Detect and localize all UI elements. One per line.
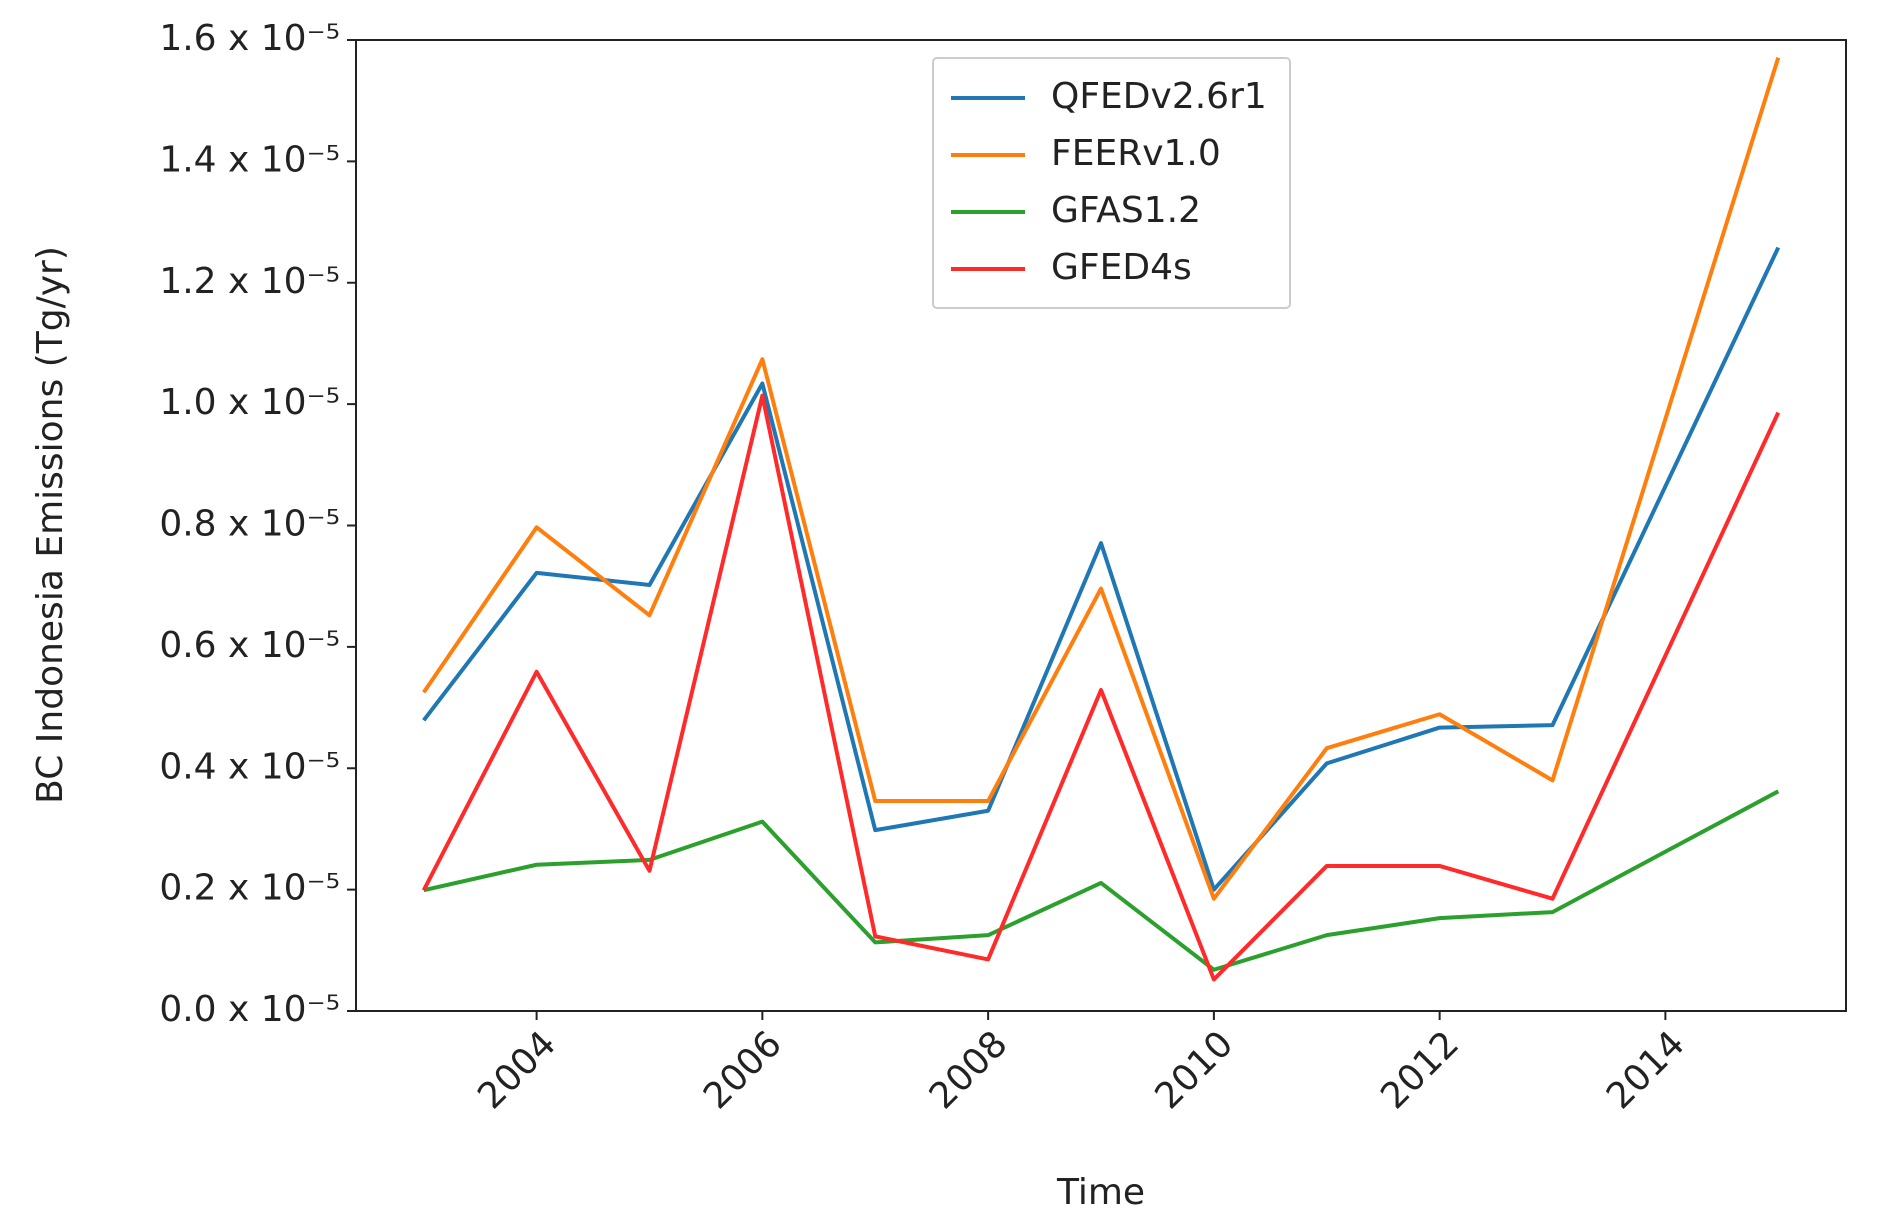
legend-label: GFAS1.2: [1051, 190, 1201, 231]
x-tick-label: 2006: [696, 1023, 790, 1117]
x-tick-label: 2008: [922, 1023, 1016, 1117]
x-tick-label: 2014: [1599, 1023, 1693, 1117]
legend-label: FEERv1.0: [1051, 133, 1221, 174]
x-tick-label: 2010: [1148, 1023, 1242, 1117]
y-tick-label: 1.0 x 10⁻⁵: [159, 382, 340, 423]
y-tick-label: 0.8 x 10⁻⁵: [159, 504, 340, 545]
x-tick-label: 2012: [1373, 1023, 1467, 1117]
y-axis-label: BC Indonesia Emissions (Tg/yr): [30, 246, 71, 804]
y-tick-label: 1.2 x 10⁻⁵: [159, 261, 340, 302]
y-tick-label: 1.6 x 10⁻⁵: [159, 18, 340, 59]
series-line: [422, 57, 1781, 901]
series-line: [421, 393, 1781, 982]
x-tick-label: 2004: [470, 1023, 564, 1117]
legend-box: [932, 57, 1291, 309]
plot-frame: [355, 39, 1847, 1012]
series-line: [423, 789, 1780, 972]
legend-label: QFEDv2.6r1: [1051, 76, 1267, 117]
y-tick-label: 0.4 x 10⁻⁵: [159, 746, 340, 787]
x-axis-label: Time: [1056, 1172, 1145, 1213]
series-line: [422, 246, 1781, 892]
y-tick-label: 1.4 x 10⁻⁵: [159, 139, 340, 180]
legend-label: GFED4s: [1051, 247, 1192, 288]
y-tick-label: 0.0 x 10⁻⁵: [159, 989, 340, 1030]
y-tick-label: 0.6 x 10⁻⁵: [159, 625, 340, 666]
y-tick-label: 0.2 x 10⁻⁵: [159, 868, 340, 909]
